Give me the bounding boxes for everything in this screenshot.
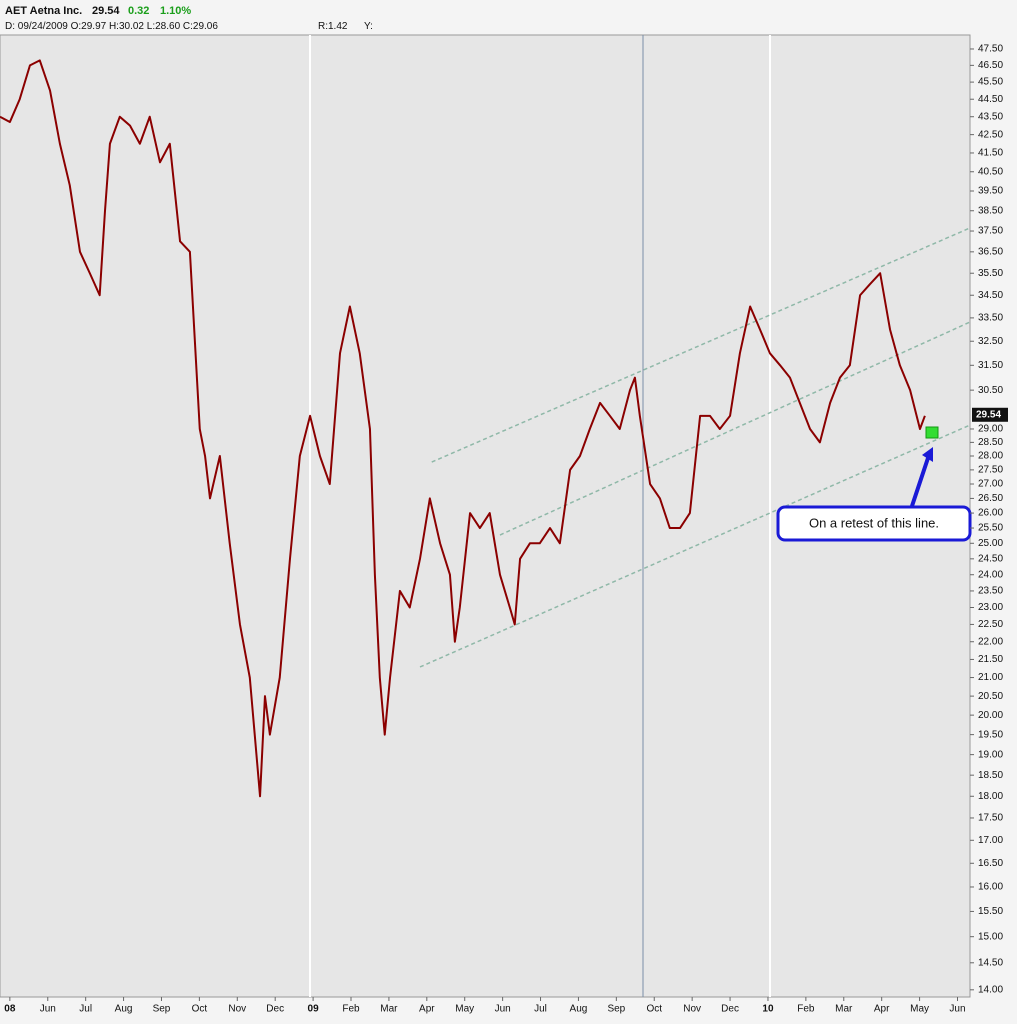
y-tick-label: 16.50 [978, 858, 1003, 869]
y-tick-label: 17.50 [978, 813, 1003, 824]
x-tick-label: Dec [266, 1004, 284, 1015]
y-tick-label: 38.50 [978, 205, 1003, 216]
y-tick-label: 17.00 [978, 835, 1003, 846]
trendline [499, 321, 971, 536]
y-tick-label: 25.50 [978, 523, 1003, 534]
y-tick-label: 36.50 [978, 246, 1003, 257]
x-tick-label: Aug [570, 1004, 588, 1015]
y-tick-label: 39.50 [978, 186, 1003, 197]
x-tick-label: Oct [646, 1004, 662, 1015]
y-tick-label: 19.00 [978, 749, 1003, 760]
x-tick-label: 09 [308, 1004, 320, 1015]
x-tick-label: Oct [192, 1004, 208, 1015]
x-tick-label: Aug [115, 1004, 133, 1015]
info-line: D: 09/24/2009 O:29.97 H:30.02 L:28.60 C:… [5, 21, 218, 32]
x-tick-label: Nov [683, 1004, 701, 1015]
x-tick-label: Jul [534, 1004, 547, 1015]
x-tick-label: Mar [835, 1004, 853, 1015]
x-tick-label: 10 [762, 1004, 774, 1015]
x-tick-label: Apr [874, 1004, 890, 1015]
y-tick-label: 14.50 [978, 957, 1003, 968]
y-tick-label: 35.50 [978, 268, 1003, 279]
x-tick-label: Feb [797, 1004, 815, 1015]
last-price-box [972, 407, 1008, 422]
y-tick-label: 27.00 [978, 479, 1003, 490]
x-tick-label: Jun [495, 1004, 511, 1015]
annotation-arrowhead [922, 447, 933, 462]
x-tick-label: Apr [419, 1004, 435, 1015]
annotation-arrow [910, 451, 932, 507]
x-tick-label: May [455, 1004, 474, 1015]
r-label: R:1.42 [318, 21, 348, 32]
y-tick-label: 37.50 [978, 226, 1003, 237]
y-tick-label: 24.50 [978, 553, 1003, 564]
x-tick-label: Sep [607, 1004, 625, 1015]
x-tick-label: Jun [40, 1004, 56, 1015]
trendline [419, 424, 971, 668]
y-tick-label: 44.50 [978, 94, 1003, 105]
y-label: Y: [364, 21, 373, 32]
y-tick-label: 26.00 [978, 508, 1003, 519]
annotation-text: On a retest of this line. [809, 515, 939, 530]
y-tick-label: 30.50 [978, 385, 1003, 396]
y-tick-label: 31.50 [978, 360, 1003, 371]
y-tick-label: 47.50 [978, 44, 1003, 55]
price-change-pct: 1.10% [160, 5, 191, 17]
y-tick-label: 21.00 [978, 672, 1003, 683]
y-tick-label: 34.50 [978, 290, 1003, 301]
y-tick-label: 24.00 [978, 569, 1003, 580]
x-tick-label: Mar [380, 1004, 398, 1015]
last-price: 29.54 [92, 5, 120, 17]
x-tick-label: Feb [342, 1004, 360, 1015]
x-tick-label: Jul [79, 1004, 92, 1015]
y-tick-label: 46.50 [978, 60, 1003, 71]
x-tick-label: Sep [153, 1004, 171, 1015]
y-tick-label: 15.00 [978, 931, 1003, 942]
x-tick-label: Dec [721, 1004, 739, 1015]
y-tick-label: 27.50 [978, 465, 1003, 476]
y-tick-label: 32.50 [978, 336, 1003, 347]
y-tick-label: 21.50 [978, 654, 1003, 665]
marker-square [925, 426, 939, 439]
x-tick-label: Jun [949, 1004, 965, 1015]
y-tick-label: 43.50 [978, 111, 1003, 122]
price-change: 0.32 [128, 5, 149, 17]
y-tick-label: 45.50 [978, 77, 1003, 88]
y-tick-label: 29.00 [978, 424, 1003, 435]
x-tick-label: May [910, 1004, 929, 1015]
y-tick-label: 23.50 [978, 586, 1003, 597]
y-tick-label: 19.50 [978, 729, 1003, 740]
y-tick-label: 40.50 [978, 166, 1003, 177]
y-tick-label: 16.00 [978, 882, 1003, 893]
y-tick-label: 28.00 [978, 451, 1003, 462]
last-price-axis-label: 29.54 [976, 409, 1001, 420]
y-tick-label: 41.50 [978, 148, 1003, 159]
y-tick-label: 42.50 [978, 129, 1003, 140]
y-tick-label: 18.50 [978, 770, 1003, 781]
annotation-box [776, 505, 972, 542]
y-tick-label: 25.00 [978, 538, 1003, 549]
price-line [0, 59, 926, 798]
y-tick-label: 15.50 [978, 906, 1003, 917]
y-tick-label: 33.50 [978, 313, 1003, 324]
x-tick-label: 08 [4, 1004, 16, 1015]
y-tick-label: 22.00 [978, 636, 1003, 647]
y-tick-label: 22.50 [978, 619, 1003, 630]
y-tick-label: 26.50 [978, 493, 1003, 504]
y-tick-label: 18.00 [978, 791, 1003, 802]
symbol-title: AET Aetna Inc. [5, 5, 82, 17]
y-tick-label: 20.50 [978, 691, 1003, 702]
y-tick-label: 28.50 [978, 437, 1003, 448]
x-tick-label: Nov [228, 1004, 246, 1015]
y-tick-label: 14.00 [978, 984, 1003, 995]
y-tick-label: 23.00 [978, 602, 1003, 613]
y-tick-label: 20.00 [978, 710, 1003, 721]
